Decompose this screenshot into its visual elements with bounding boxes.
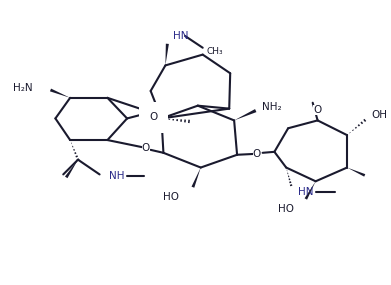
Polygon shape (50, 89, 70, 98)
Polygon shape (192, 168, 201, 188)
Polygon shape (347, 168, 365, 177)
Text: O: O (142, 143, 150, 153)
Text: HO: HO (163, 192, 179, 202)
Text: O: O (142, 105, 150, 116)
Text: O: O (253, 149, 261, 159)
Text: NH: NH (109, 171, 125, 181)
Text: NH₂: NH₂ (262, 102, 281, 112)
Text: OH: OH (371, 111, 387, 121)
Polygon shape (165, 44, 169, 66)
Text: O: O (314, 105, 322, 115)
Polygon shape (65, 160, 78, 178)
Text: HO: HO (278, 204, 294, 214)
Text: H₂N: H₂N (13, 83, 33, 93)
Text: HN: HN (298, 187, 314, 197)
Text: O: O (149, 113, 158, 123)
Text: O: O (148, 113, 156, 123)
Polygon shape (305, 181, 316, 200)
Text: HN: HN (173, 31, 189, 41)
Polygon shape (234, 109, 256, 120)
Text: CH₃: CH₃ (206, 47, 223, 56)
